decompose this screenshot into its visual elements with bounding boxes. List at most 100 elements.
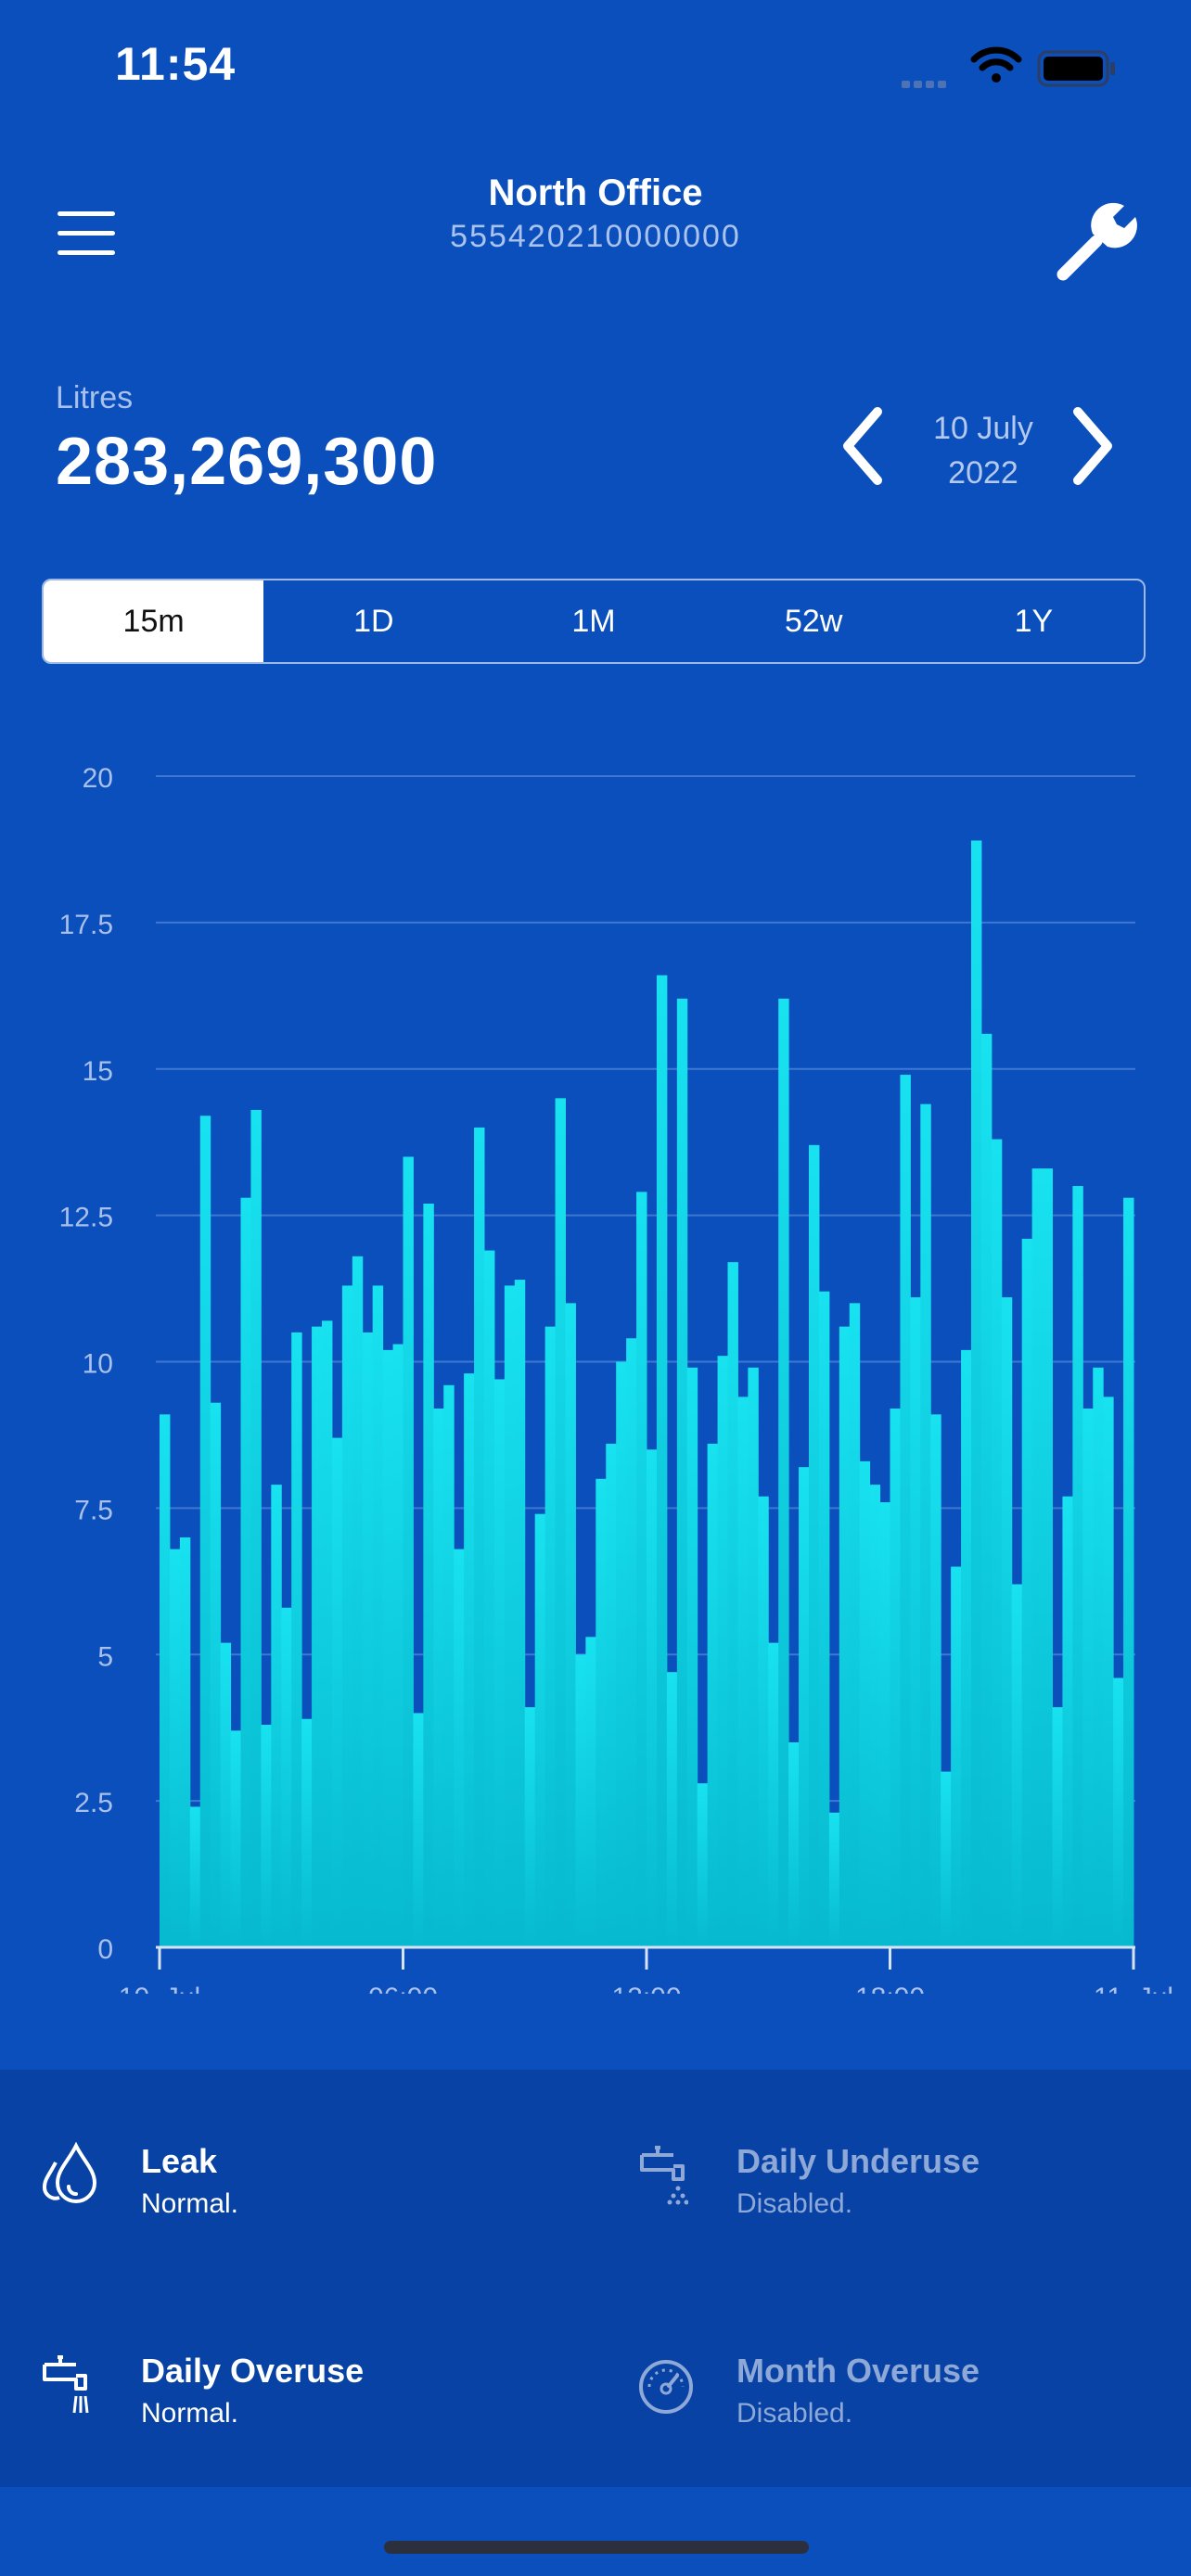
tab-1d[interactable]: 1D <box>353 603 394 639</box>
usage-bar[interactable] <box>413 1713 424 1947</box>
usage-bar[interactable] <box>1011 1584 1023 1947</box>
usage-bar[interactable] <box>1072 1186 1083 1947</box>
usage-bar[interactable] <box>291 1332 302 1947</box>
usage-bar[interactable] <box>666 1672 678 1947</box>
usage-bar[interactable] <box>524 1707 536 1947</box>
usage-bar[interactable] <box>271 1485 282 1947</box>
usage-bar[interactable] <box>433 1409 444 1947</box>
usage-bar[interactable] <box>585 1637 596 1947</box>
usage-bar[interactable] <box>1103 1396 1114 1947</box>
usage-bar[interactable] <box>230 1730 241 1947</box>
tab-52w[interactable]: 52w <box>785 603 843 639</box>
usage-bar[interactable] <box>839 1326 851 1947</box>
usage-bar[interactable] <box>544 1326 557 1947</box>
usage-bar[interactable] <box>454 1549 465 1947</box>
usage-bar[interactable] <box>1062 1496 1073 1947</box>
usage-bar[interactable] <box>331 1437 343 1947</box>
usage-bar[interactable] <box>1052 1707 1063 1947</box>
usage-bar[interactable] <box>596 1478 607 1947</box>
usage-bar[interactable] <box>809 1144 820 1947</box>
usage-bar[interactable] <box>707 1443 719 1947</box>
tab-1m[interactable]: 1M <box>571 603 616 639</box>
usage-bar[interactable] <box>636 1192 647 1947</box>
usage-bar[interactable] <box>484 1250 495 1947</box>
usage-bar[interactable] <box>606 1443 617 1947</box>
usage-bar[interactable] <box>261 1725 272 1947</box>
usage-bar[interactable] <box>1113 1677 1124 1947</box>
usage-bar[interactable] <box>341 1285 353 1947</box>
usage-bar[interactable] <box>474 1127 485 1947</box>
usage-bar[interactable] <box>352 1256 364 1947</box>
usage-bar[interactable] <box>920 1103 931 1947</box>
usage-bar[interactable] <box>879 1502 890 1947</box>
usage-bar[interactable] <box>818 1291 830 1947</box>
usage-bar[interactable] <box>768 1642 779 1947</box>
usage-bar[interactable] <box>686 1367 698 1947</box>
usage-bar[interactable] <box>1123 1197 1134 1947</box>
usage-bar[interactable] <box>514 1280 526 1947</box>
usage-bar[interactable] <box>493 1379 506 1947</box>
next-date-button[interactable] <box>1069 404 1121 492</box>
usage-bar[interactable] <box>676 998 688 1947</box>
usage-bar[interactable] <box>828 1812 840 1947</box>
usage-bar[interactable] <box>423 1203 434 1947</box>
usage-bar[interactable] <box>565 1303 576 1947</box>
usage-bar[interactable] <box>717 1356 728 1947</box>
usage-bar[interactable] <box>392 1344 403 1947</box>
usage-bar[interactable] <box>788 1741 800 1947</box>
usage-bar[interactable] <box>534 1513 546 1947</box>
usage-bar[interactable] <box>250 1109 262 1947</box>
usage-bar[interactable] <box>301 1718 313 1947</box>
usage-bar[interactable] <box>626 1338 637 1947</box>
usage-bar[interactable] <box>443 1384 455 1947</box>
usage-bar[interactable] <box>281 1607 292 1947</box>
prev-date-button[interactable] <box>835 404 887 492</box>
usage-bar[interactable] <box>199 1116 211 1947</box>
usage-bar[interactable] <box>869 1485 881 1947</box>
usage-bar[interactable] <box>951 1566 962 1947</box>
usage-bar[interactable] <box>1031 1168 1044 1947</box>
usage-bar[interactable] <box>727 1262 738 1947</box>
usage-bar[interactable] <box>312 1326 323 1947</box>
usage-bar[interactable] <box>991 1139 1003 1947</box>
usage-bar[interactable] <box>890 1409 901 1947</box>
usage-bar[interactable] <box>930 1414 941 1947</box>
usage-bar[interactable] <box>403 1156 414 1947</box>
usage-bar[interactable] <box>575 1654 586 1947</box>
usage-bar[interactable] <box>1021 1238 1033 1947</box>
usage-bar[interactable] <box>849 1303 861 1947</box>
usage-bar[interactable] <box>210 1402 222 1947</box>
usage-bar[interactable] <box>382 1349 394 1947</box>
usage-bar[interactable] <box>240 1197 251 1947</box>
usage-bar[interactable] <box>1042 1168 1053 1947</box>
usage-bar[interactable] <box>758 1496 769 1947</box>
usage-bar[interactable] <box>1093 1367 1104 1947</box>
usage-bar[interactable] <box>961 1349 972 1947</box>
usage-bar[interactable] <box>160 1414 171 1947</box>
usage-bar[interactable] <box>799 1467 810 1947</box>
usage-bar[interactable] <box>616 1361 627 1948</box>
usage-bar[interactable] <box>656 975 668 1947</box>
usage-bar[interactable] <box>179 1537 191 1947</box>
usage-bar[interactable] <box>941 1771 952 1947</box>
usage-bar[interactable] <box>372 1285 384 1947</box>
usage-bar[interactable] <box>322 1320 333 1947</box>
menu-button[interactable] <box>58 211 119 258</box>
usage-bar[interactable] <box>1001 1297 1013 1947</box>
wrench-icon[interactable] <box>1052 197 1137 287</box>
usage-bar[interactable] <box>464 1373 475 1947</box>
tab-1y[interactable]: 1Y <box>1014 603 1054 639</box>
usage-bar[interactable] <box>697 1783 709 1947</box>
usage-bar[interactable] <box>900 1075 911 1947</box>
usage-bar[interactable] <box>748 1367 759 1947</box>
usage-bar[interactable] <box>980 1033 992 1947</box>
usage-bar[interactable] <box>1082 1409 1094 1947</box>
usage-bar[interactable] <box>737 1396 749 1947</box>
usage-bar[interactable] <box>220 1642 232 1947</box>
usage-bar[interactable] <box>859 1460 871 1947</box>
usage-bar[interactable] <box>647 1449 658 1947</box>
usage-bar[interactable] <box>910 1297 921 1947</box>
usage-bar[interactable] <box>362 1332 374 1947</box>
usage-bar[interactable] <box>555 1098 566 1947</box>
usage-bar[interactable] <box>169 1549 181 1947</box>
